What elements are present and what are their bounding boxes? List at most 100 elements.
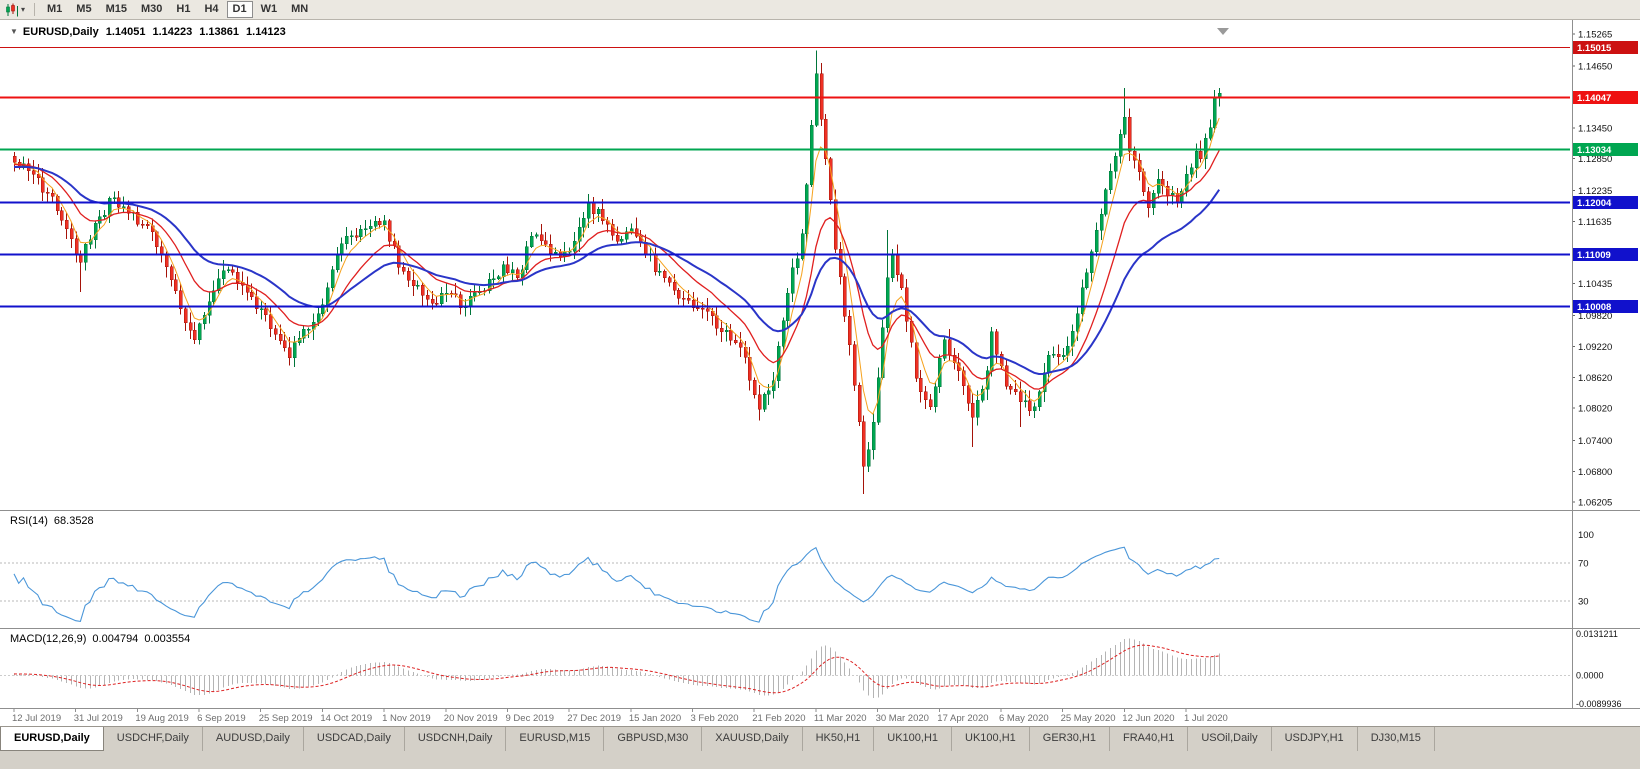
svg-text:17 Apr 2020: 17 Apr 2020	[937, 713, 988, 724]
svg-text:1.07400: 1.07400	[1578, 436, 1612, 447]
svg-text:1.08020: 1.08020	[1578, 404, 1612, 415]
svg-text:11 Mar 2020: 11 Mar 2020	[814, 713, 867, 724]
timeframe-toolbar: ▾ M1 M5 M15 M30 H1 H4 D1 W1 MN	[0, 0, 1640, 20]
svg-text:1.12850: 1.12850	[1578, 154, 1612, 165]
price-axis: 1.15265 1.14650 1.13450 1.12850 1.12235 1.116…	[1572, 30, 1612, 509]
timeframe-button-m15[interactable]: M15	[105, 3, 127, 15]
chart-tab-uk100-h1[interactable]: UK100,H1	[952, 727, 1030, 751]
chart-background	[0, 20, 1640, 726]
svg-text:31 Jul 2019: 31 Jul 2019	[74, 713, 123, 724]
svg-text:0.0000: 0.0000	[1576, 671, 1604, 681]
chart-tab-gbpusd-m30[interactable]: GBPUSD,M30	[604, 727, 703, 751]
chart-tab-eurusd-m15[interactable]: EURUSD,M15	[506, 727, 605, 751]
chart-tab-usoil-daily[interactable]: USOil,Daily	[1188, 727, 1272, 751]
timeframe-button-h1[interactable]: H1	[176, 3, 191, 15]
rsi-panel: 100 70 30	[0, 530, 1594, 623]
price-tag	[1572, 196, 1638, 209]
chart-canvas[interactable]: 1.15265 1.14650 1.13450 1.12850 1.12235 1.116…	[0, 20, 1640, 726]
svg-text:1.12004: 1.12004	[1577, 198, 1612, 209]
timeframe-button-w1[interactable]: W1	[260, 3, 278, 15]
chart-tab-audusd-daily[interactable]: AUDUSD,Daily	[203, 727, 304, 751]
chart-tab-eurusd-daily[interactable]: EURUSD,Daily	[0, 727, 104, 751]
svg-text:15 Jan 2020: 15 Jan 2020	[629, 713, 681, 724]
macd-panel: 0.0131211 0.0000 -0.0089936	[0, 629, 1622, 709]
svg-text:1.12235: 1.12235	[1578, 186, 1612, 197]
svg-text:25 Sep 2019: 25 Sep 2019	[259, 713, 313, 724]
svg-text:1.11635: 1.11635	[1578, 217, 1612, 228]
svg-text:1.14650: 1.14650	[1578, 61, 1612, 72]
svg-text:1.06800: 1.06800	[1578, 467, 1612, 478]
date-axis: 12 Jul 2019 31 Jul 2019 19 Aug 2019 6 Sep 2…	[12, 709, 1228, 724]
svg-text:25 May 2020: 25 May 2020	[1061, 713, 1116, 724]
svg-text:6 May 2020: 6 May 2020	[999, 713, 1049, 724]
svg-text:1.10435: 1.10435	[1578, 279, 1612, 290]
chart-tab-uk100-h1[interactable]: UK100,H1	[874, 727, 953, 751]
svg-text:100: 100	[1578, 530, 1594, 541]
chart-tab-ger30-h1[interactable]: GER30,H1	[1030, 727, 1110, 751]
svg-text:30: 30	[1578, 597, 1589, 608]
svg-text:1.15265: 1.15265	[1578, 30, 1612, 41]
rsi-line	[13, 546, 1220, 623]
svg-text:14 Oct 2019: 14 Oct 2019	[320, 713, 372, 724]
svg-text:0.0131211: 0.0131211	[1576, 629, 1618, 639]
svg-text:3 Feb 2020: 3 Feb 2020	[691, 713, 739, 724]
price-tag	[1572, 41, 1638, 54]
chart-tab-usdcnh-daily[interactable]: USDCNH,Daily	[405, 727, 507, 751]
svg-text:1.13450: 1.13450	[1578, 123, 1612, 134]
timeframe-button-d1[interactable]: D1	[226, 1, 253, 18]
svg-text:1.09220: 1.09220	[1578, 342, 1612, 353]
status-strip	[0, 751, 1640, 769]
svg-text:12 Jul 2019: 12 Jul 2019	[12, 713, 61, 724]
svg-text:1.10008: 1.10008	[1577, 302, 1611, 313]
chart-tab-usdcad-daily[interactable]: USDCAD,Daily	[304, 727, 405, 751]
timeframe-buttons: M1 M5 M15 M30 H1 H4 D1 W1 MN	[40, 1, 315, 18]
ma-5-line	[13, 117, 1220, 415]
svg-text:12 Jun 2020: 12 Jun 2020	[1122, 713, 1174, 724]
svg-text:1.06205: 1.06205	[1578, 498, 1612, 509]
chart-type-dropdown-icon[interactable]: ▾	[21, 5, 26, 14]
ma-30-line	[14, 165, 1221, 376]
chart-tab-xauusd-daily[interactable]: XAUUSD,Daily	[702, 727, 803, 751]
chart-tab-bar: EURUSD,Daily USDCHF,Daily AUDUSD,Daily USDC…	[0, 726, 1640, 751]
chart-shift-marker-icon[interactable]	[1217, 28, 1229, 35]
timeframe-button-mn[interactable]: MN	[291, 3, 309, 15]
price-tag	[1572, 300, 1638, 313]
svg-text:1 Nov 2019: 1 Nov 2019	[382, 713, 431, 724]
macd-signal-line	[13, 644, 1220, 694]
svg-text:1.08620: 1.08620	[1578, 373, 1612, 384]
svg-text:1 Jul 2020: 1 Jul 2020	[1184, 713, 1228, 724]
svg-text:1.13034: 1.13034	[1577, 145, 1612, 156]
chart-tab-fra40-h1[interactable]: FRA40,H1	[1110, 727, 1189, 751]
price-tag	[1572, 248, 1638, 261]
svg-text:19 Aug 2019: 19 Aug 2019	[135, 713, 188, 724]
price-tag	[1572, 143, 1638, 156]
candlestick-chart-icon[interactable]	[5, 3, 19, 17]
macd-histogram	[14, 638, 1220, 698]
timeframe-button-m30[interactable]: M30	[140, 3, 163, 15]
timeframe-button-m5[interactable]: M5	[76, 3, 92, 15]
price-tag	[1572, 91, 1638, 104]
chart-tab-hk50-h1[interactable]: HK50,H1	[803, 727, 875, 751]
svg-text:27 Dec 2019: 27 Dec 2019	[567, 713, 621, 724]
chart-tab-usdjpy-h1[interactable]: USDJPY,H1	[1272, 727, 1358, 751]
svg-text:1.11009: 1.11009	[1577, 250, 1611, 261]
svg-text:30 Mar 2020: 30 Mar 2020	[876, 713, 929, 724]
panel-splitters[interactable]	[0, 20, 1640, 709]
svg-text:20 Nov 2019: 20 Nov 2019	[444, 713, 498, 724]
chart-tab-dj30-m15[interactable]: DJ30,M15	[1358, 727, 1435, 751]
chart-area[interactable]: 1.15265 1.14650 1.13450 1.12850 1.12235 1.116…	[0, 20, 1640, 726]
chart-tab-usdchf-daily[interactable]: USDCHF,Daily	[104, 727, 203, 751]
timeframe-button-h4[interactable]: H4	[204, 3, 219, 15]
svg-text:1.09820: 1.09820	[1578, 311, 1612, 322]
svg-text:-0.0089936: -0.0089936	[1576, 699, 1622, 709]
horizontal-level-lines[interactable]: 1.15015 1.14047 1.13034 1.12004 1.11009 1.100…	[0, 41, 1638, 313]
toolbar-separator	[34, 3, 36, 16]
timeframe-button-m1[interactable]: M1	[47, 3, 63, 15]
svg-text:70: 70	[1578, 559, 1589, 570]
svg-text:21 Feb 2020: 21 Feb 2020	[752, 713, 805, 724]
svg-text:9 Dec 2019: 9 Dec 2019	[506, 713, 555, 724]
svg-text:1.15015: 1.15015	[1577, 43, 1612, 54]
svg-text:1.14047: 1.14047	[1577, 93, 1611, 104]
svg-text:6 Sep 2019: 6 Sep 2019	[197, 713, 246, 724]
